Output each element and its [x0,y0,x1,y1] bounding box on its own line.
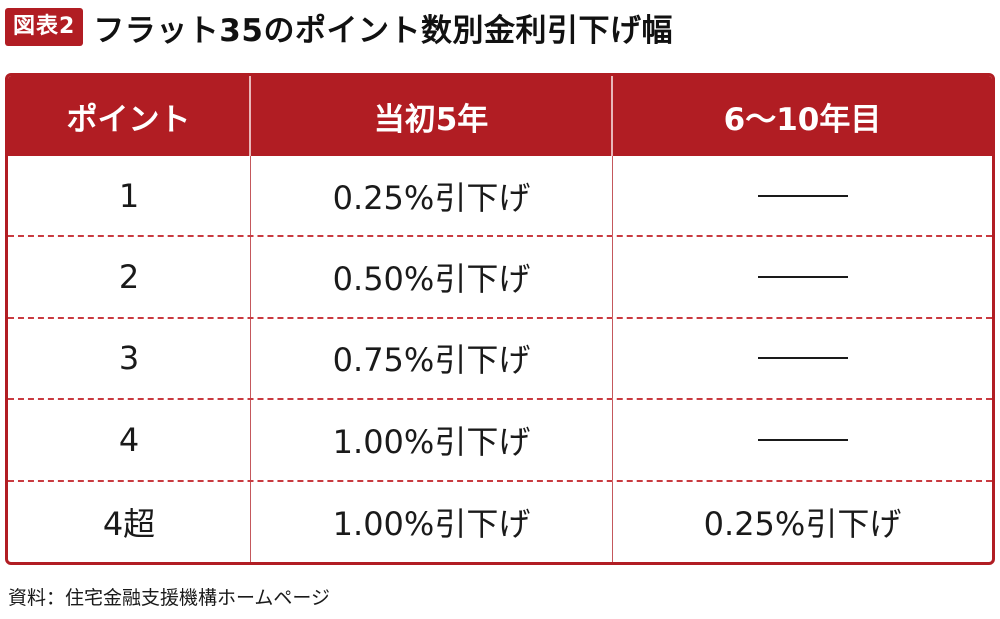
dash-placeholder [757,438,848,441]
cell-first-5-years: 1.00%引下げ [251,400,613,480]
header-years-6-to-10: 6〜10年目 [723,101,882,138]
dash-placeholder [757,357,848,360]
cell-points: 1 [8,156,251,236]
table-row: 1 0.25%引下げ [8,156,992,238]
cell-years-6-to-10: 0.25%引下げ [703,505,902,544]
figure-title-row: 図表2 フラット35のポイント数別金利引下げ幅 [5,2,673,52]
cell-years-6-to-10 [613,319,992,398]
cell-years-6-to-10 [613,237,992,316]
table-row: 4 1.00%引下げ [8,400,992,482]
header-first-5-years: 当初5年 [251,76,613,156]
rate-reduction-table: ポイント 当初5年 6〜10年目 1 0.25%引下げ 2 0.50%引下げ 3… [5,73,995,565]
cell-first-5-years: 0.75%引下げ [251,318,613,399]
cell-points: 4 [8,400,251,480]
table-header: ポイント 当初5年 6〜10年目 [8,76,992,156]
cell-first-5-years: 1.00%引下げ [251,481,613,562]
cell-years-6-to-10 [613,156,992,235]
source-note: 資料：住宅金融支援機構ホームページ [8,587,331,609]
cell-points: 2 [8,237,251,317]
cell-points: 3 [8,318,251,399]
table-row: 4超 1.00%引下げ 0.25%引下げ [8,481,992,562]
dash-placeholder [757,276,848,279]
figure-title: フラット35のポイント数別金利引下げ幅 [93,12,673,49]
figure-badge: 図表2 [5,8,84,46]
table-row: 3 0.75%引下げ [8,318,992,401]
cell-points: 4超 [8,481,251,562]
cell-first-5-years: 0.50%引下げ [251,237,613,317]
header-points: ポイント [8,76,251,156]
dash-placeholder [757,194,848,197]
table-row: 2 0.50%引下げ [8,237,992,319]
cell-years-6-to-10 [613,400,992,479]
cell-first-5-years: 0.25%引下げ [251,156,613,236]
